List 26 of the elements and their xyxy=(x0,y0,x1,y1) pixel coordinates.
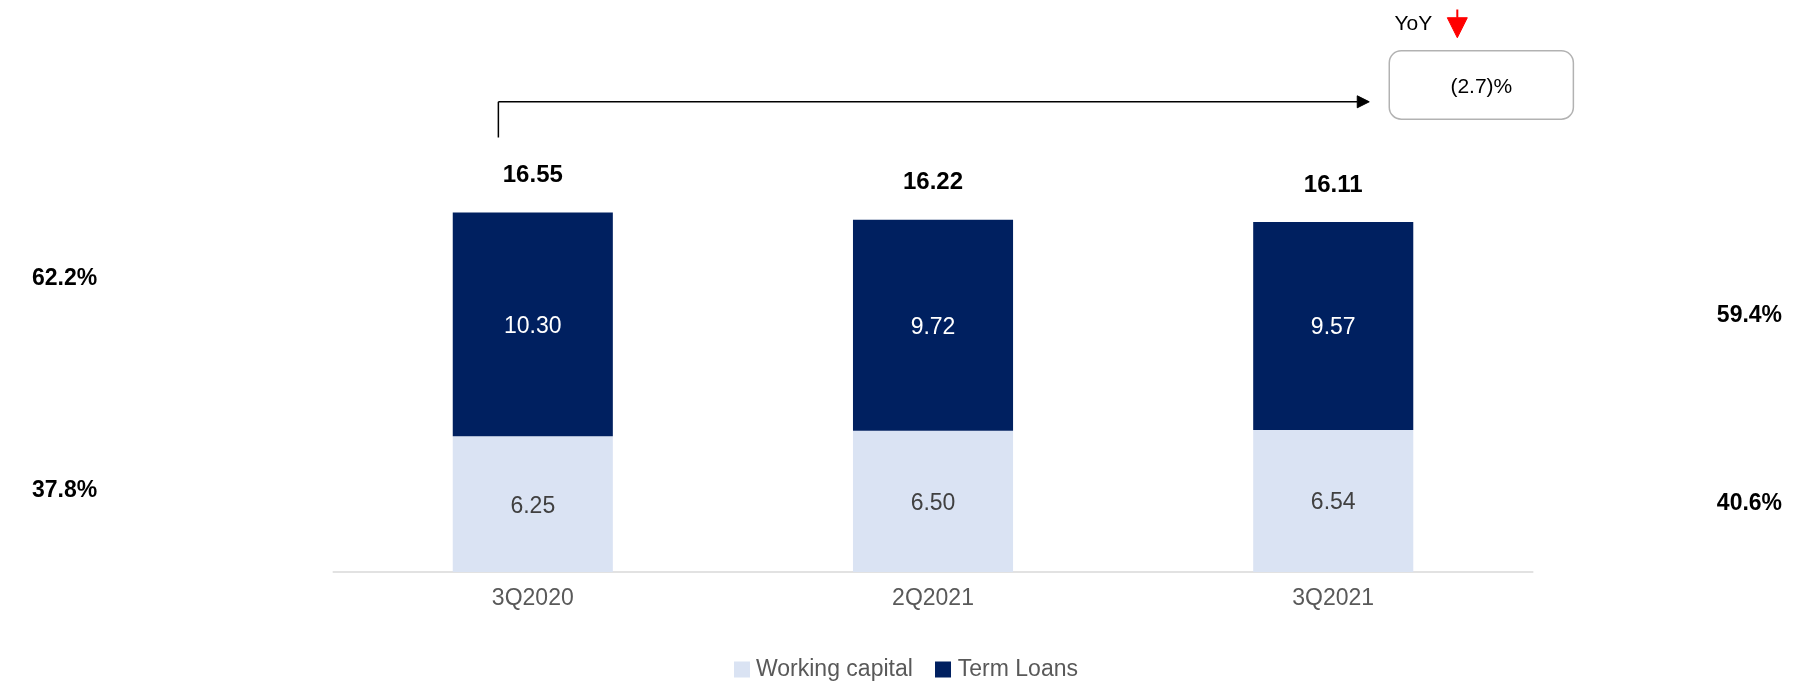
text: 40.6% xyxy=(1716,489,1783,516)
text: 59.4% xyxy=(1716,300,1783,327)
data-label: 9.72 xyxy=(910,312,956,339)
data-label: 6.54 xyxy=(1310,488,1356,515)
text: YoY xyxy=(1394,11,1433,35)
x-tick-label: 3Q2021 xyxy=(1292,584,1375,611)
bar xyxy=(852,219,1014,431)
legend-label: Working capital xyxy=(756,655,913,682)
total-label: 16.11 xyxy=(1303,169,1363,197)
bar xyxy=(1253,222,1414,430)
total-label: 16.55 xyxy=(502,160,563,188)
x-tick-label: 3Q2020 xyxy=(491,584,574,611)
text: (2.7)% xyxy=(1450,74,1513,97)
legend-label: Term Loans xyxy=(957,655,1078,682)
data-label: 9.57 xyxy=(1310,313,1356,340)
bar xyxy=(852,430,1014,572)
data-label: 6.25 xyxy=(510,491,556,518)
total-label: 16.22 xyxy=(902,167,964,195)
data-label: 10.30 xyxy=(504,311,562,338)
text: 37.8% xyxy=(31,476,98,503)
x-tick-label: 2Q2021 xyxy=(892,584,974,611)
data-label: 6.50 xyxy=(910,488,956,515)
bar xyxy=(452,212,613,437)
bar xyxy=(1253,429,1414,572)
bar xyxy=(452,436,613,572)
text: 62.2% xyxy=(31,263,98,290)
